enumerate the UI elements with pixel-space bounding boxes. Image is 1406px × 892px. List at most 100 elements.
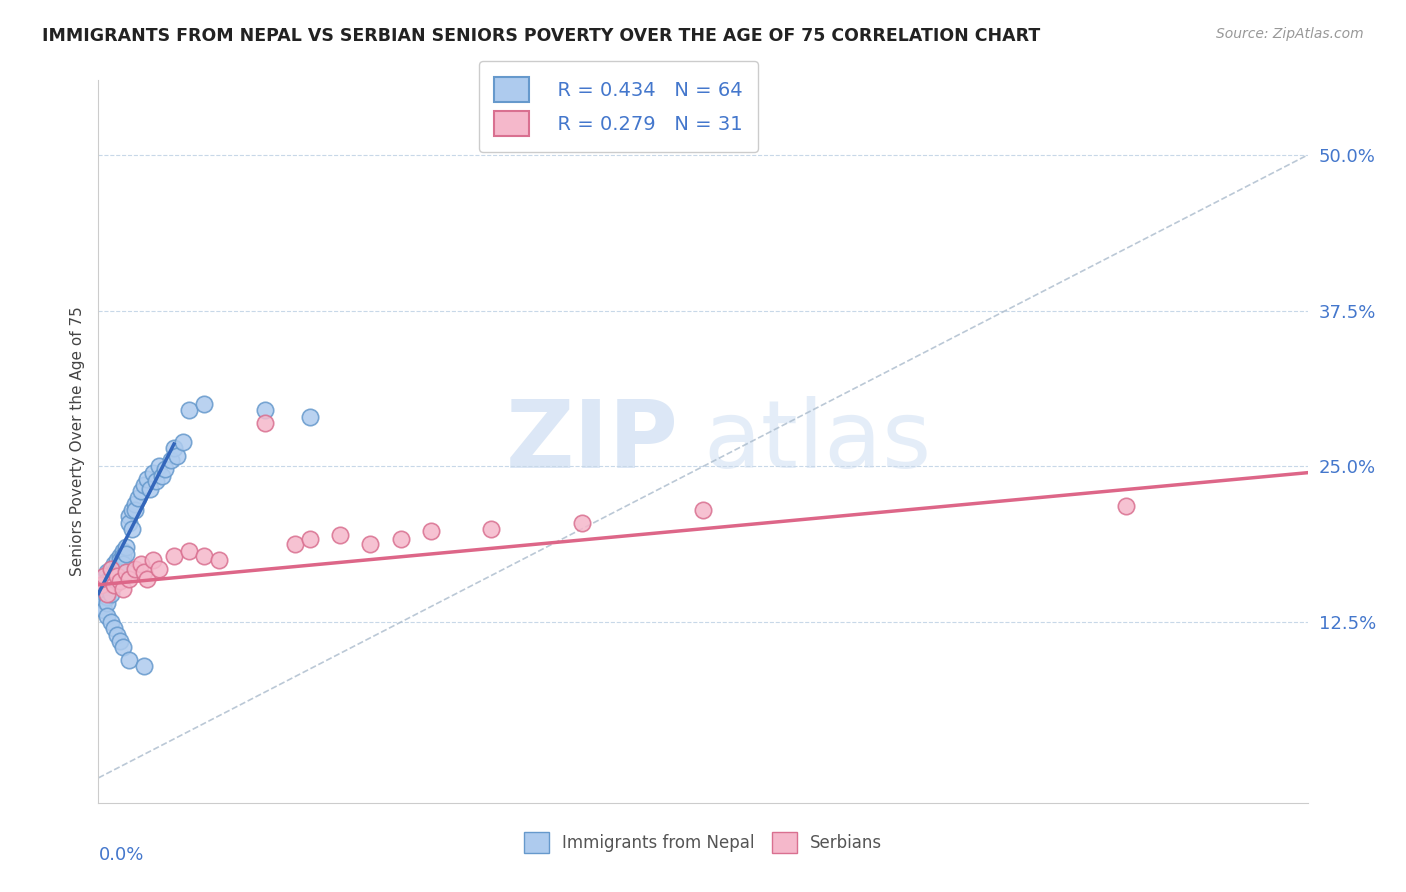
Point	[135, 472, 157, 486]
Point	[481, 522, 503, 536]
Point	[105, 569, 128, 583]
Point	[90, 584, 112, 599]
Point	[179, 544, 201, 558]
Point	[96, 566, 118, 580]
Point	[93, 569, 115, 583]
Point	[1115, 500, 1137, 514]
Point	[111, 640, 134, 654]
Point	[103, 557, 125, 571]
Point	[105, 561, 128, 575]
Point	[111, 544, 134, 558]
Text: 0.0%: 0.0%	[98, 847, 143, 864]
Point	[124, 503, 146, 517]
Point	[179, 403, 201, 417]
Point	[124, 561, 146, 575]
Point	[571, 516, 593, 530]
Y-axis label: Seniors Poverty Over the Age of 75: Seniors Poverty Over the Age of 75	[69, 307, 84, 576]
Point	[124, 497, 146, 511]
Point	[132, 478, 155, 492]
Point	[193, 549, 215, 563]
Point	[145, 475, 167, 489]
Point	[93, 578, 115, 592]
Point	[121, 503, 143, 517]
Point	[132, 658, 155, 673]
Point	[127, 491, 149, 505]
Point	[108, 574, 131, 588]
Point	[96, 574, 118, 588]
Point	[111, 549, 134, 563]
Point	[172, 434, 194, 449]
Point	[96, 586, 118, 600]
Point	[100, 578, 122, 592]
Point	[163, 441, 186, 455]
Point	[118, 509, 141, 524]
Point	[193, 397, 215, 411]
Point	[100, 569, 122, 583]
Point	[96, 597, 118, 611]
Point	[150, 469, 173, 483]
Point	[103, 574, 125, 588]
Point	[129, 484, 152, 499]
Point	[420, 524, 443, 539]
Point	[100, 561, 122, 575]
Point	[105, 627, 128, 641]
Point	[114, 566, 136, 580]
Point	[96, 609, 118, 624]
Point	[299, 409, 322, 424]
Text: ZIP: ZIP	[506, 395, 679, 488]
Point	[103, 621, 125, 635]
Point	[148, 459, 170, 474]
Point	[329, 528, 352, 542]
Text: atlas: atlas	[703, 395, 931, 488]
Point	[114, 547, 136, 561]
Point	[114, 541, 136, 555]
Point	[142, 466, 165, 480]
Point	[129, 557, 152, 571]
Point	[93, 594, 115, 608]
Point	[121, 522, 143, 536]
Point	[108, 553, 131, 567]
Legend: Immigrants from Nepal, Serbians: Immigrants from Nepal, Serbians	[517, 826, 889, 860]
Point	[90, 578, 112, 592]
Point	[90, 599, 112, 613]
Point	[139, 482, 162, 496]
Point	[135, 572, 157, 586]
Point	[118, 516, 141, 530]
Point	[153, 462, 176, 476]
Point	[105, 553, 128, 567]
Point	[96, 582, 118, 596]
Point	[105, 569, 128, 583]
Point	[100, 586, 122, 600]
Text: IMMIGRANTS FROM NEPAL VS SERBIAN SENIORS POVERTY OVER THE AGE OF 75 CORRELATION : IMMIGRANTS FROM NEPAL VS SERBIAN SENIORS…	[42, 27, 1040, 45]
Point	[142, 553, 165, 567]
Point	[208, 553, 231, 567]
Point	[360, 537, 382, 551]
Point	[108, 633, 131, 648]
Point	[160, 453, 183, 467]
Point	[111, 582, 134, 596]
Point	[148, 561, 170, 575]
Point	[299, 532, 322, 546]
Point	[163, 549, 186, 563]
Point	[118, 572, 141, 586]
Point	[284, 537, 307, 551]
Point	[108, 549, 131, 563]
Point	[389, 532, 412, 546]
Text: Source: ZipAtlas.com: Source: ZipAtlas.com	[1216, 27, 1364, 41]
Point	[692, 503, 714, 517]
Point	[96, 591, 118, 605]
Point	[132, 566, 155, 580]
Point	[253, 416, 276, 430]
Point	[111, 557, 134, 571]
Point	[166, 450, 188, 464]
Point	[93, 603, 115, 617]
Point	[108, 561, 131, 575]
Point	[93, 586, 115, 600]
Point	[100, 561, 122, 575]
Point	[108, 566, 131, 580]
Point	[253, 403, 276, 417]
Point	[93, 572, 115, 586]
Point	[100, 615, 122, 630]
Point	[103, 578, 125, 592]
Point	[90, 591, 112, 605]
